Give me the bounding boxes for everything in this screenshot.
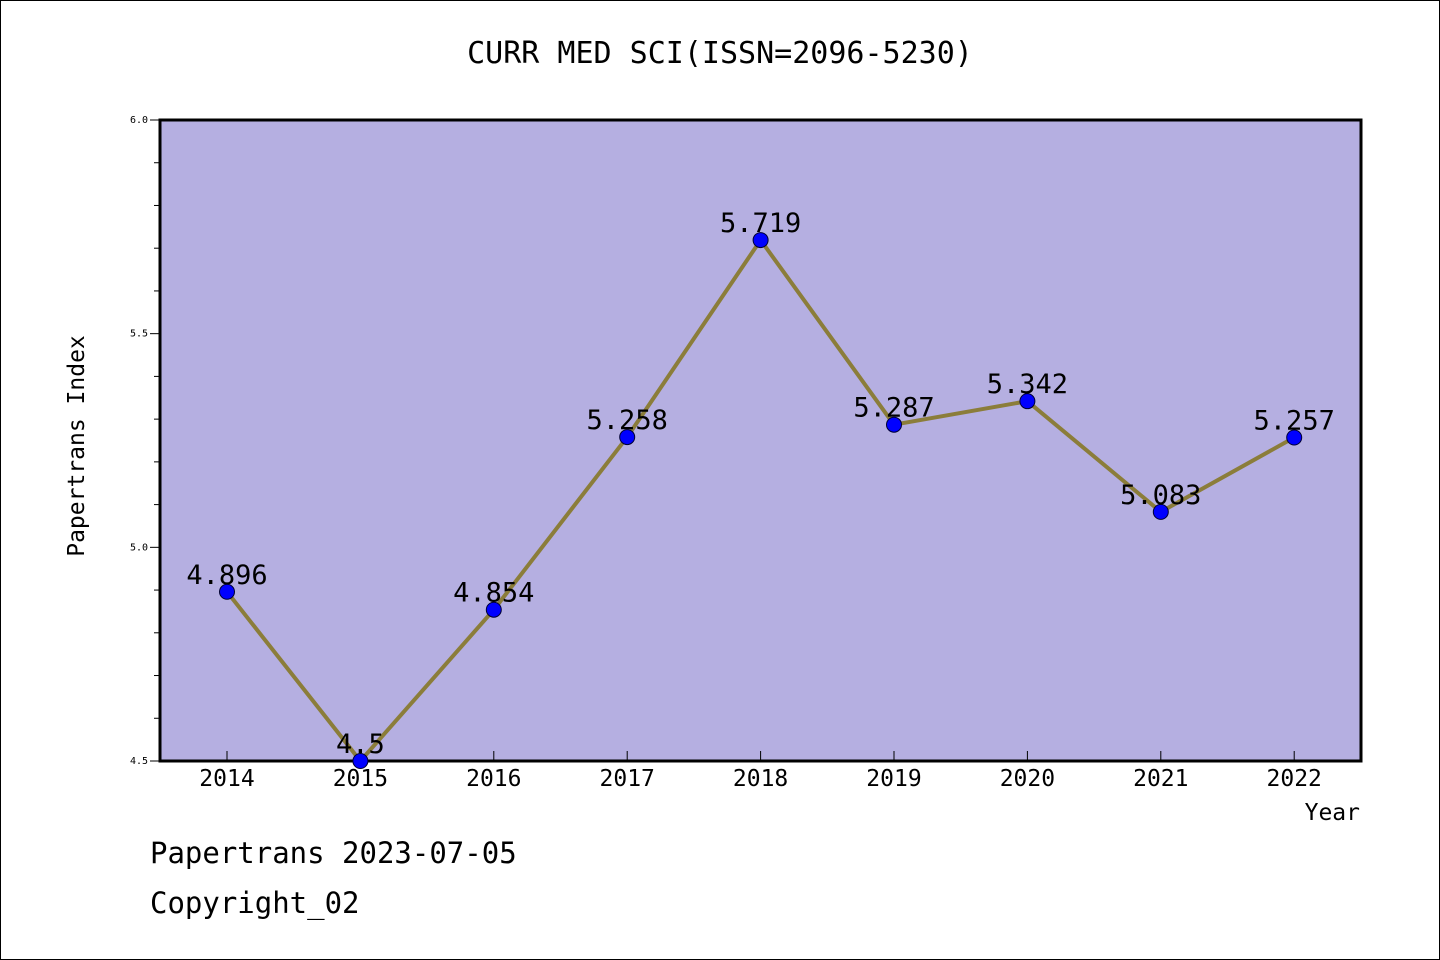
x-tick-label: 2017: [600, 766, 655, 792]
y-tick-label: 5.5: [130, 329, 148, 340]
plot-area: [158, 118, 1363, 763]
data-label: 4.896: [186, 560, 267, 591]
data-point: [1286, 429, 1303, 446]
x-tick-label: 2016: [466, 766, 521, 792]
data-label: 4.5: [336, 729, 385, 760]
data-label: 5.083: [1120, 480, 1201, 511]
x-axis: 2014 2015 2016 2017 2018 2019 2020 2021 2022: [199, 751, 1322, 792]
data-label: 5.342: [987, 369, 1068, 400]
data-point: [485, 601, 502, 618]
data-point: [1019, 393, 1036, 410]
data-label: 5.258: [587, 405, 668, 436]
footer-date: Papertrans 2023-07-05: [150, 836, 517, 870]
data-point: [752, 232, 769, 249]
y-tick-label: 5.0: [130, 542, 148, 553]
y-tick-label: 6.0: [130, 115, 148, 126]
y-tick-label: 4.5: [130, 756, 148, 767]
series-markers: [219, 232, 1303, 769]
x-tick-label: 2014: [199, 766, 254, 792]
data-label: 4.854: [453, 578, 534, 609]
x-tick-label: 2019: [866, 766, 921, 792]
data-label: 5.287: [853, 393, 934, 424]
data-point: [219, 583, 235, 600]
data-point: [619, 429, 636, 446]
x-tick-label: 2022: [1267, 766, 1322, 792]
data-label: 5.719: [720, 208, 801, 239]
x-tick-label: 2020: [1000, 766, 1055, 792]
x-tick-label: 2021: [1133, 766, 1188, 792]
data-label: 5.257: [1254, 406, 1335, 437]
data-point: [886, 416, 902, 433]
y-axis-label: Papertrans Index: [64, 335, 90, 557]
chart-title: CURR MED SCI(ISSN=2096-5230): [467, 36, 973, 71]
data-labels: 4.896 4.5 4.854 5.258 5.719 5.287 5.342 5.083 5.…: [186, 208, 1334, 760]
x-axis-label: Year: [1305, 800, 1360, 826]
x-tick-label: 2015: [333, 766, 388, 792]
y-axis: 4.5 5.0 5.5 6.0: [130, 115, 160, 767]
footer-copyright: Copyright_02: [150, 886, 360, 920]
x-tick-label: 2018: [733, 766, 788, 792]
data-point: [1152, 503, 1169, 520]
data-point: [352, 753, 369, 769]
